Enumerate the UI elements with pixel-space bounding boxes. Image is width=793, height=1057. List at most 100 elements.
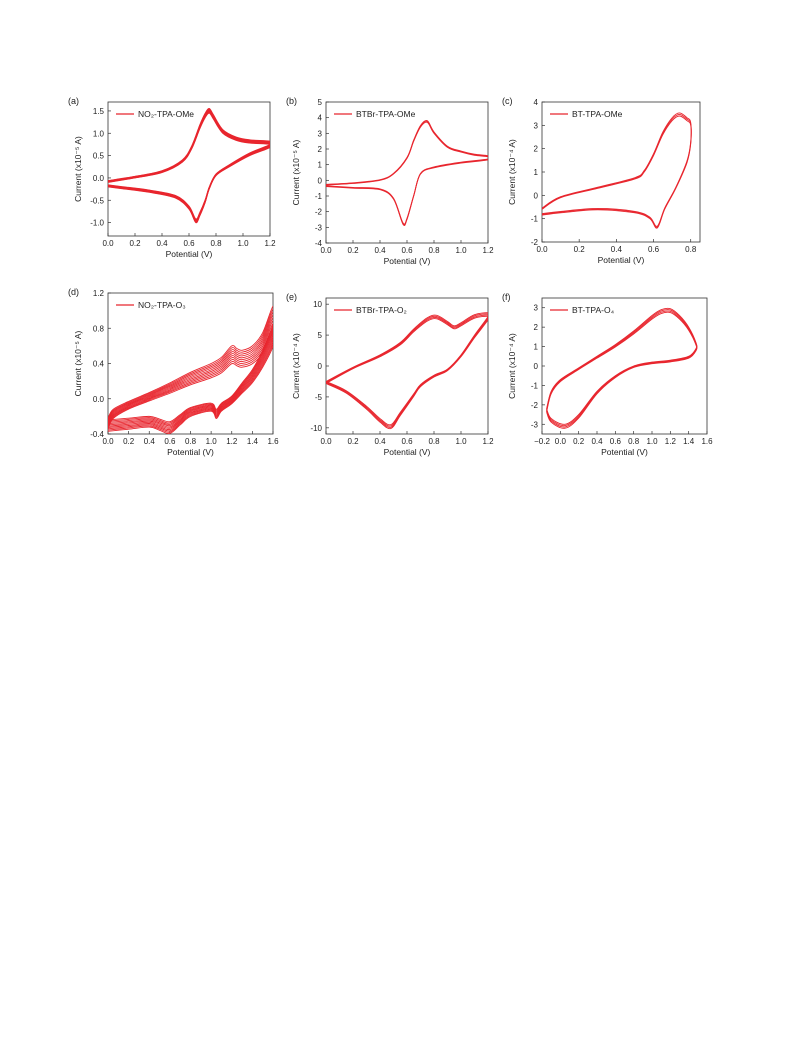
x-tick-label: 0.0 xyxy=(320,246,332,255)
plot-frame xyxy=(107,101,271,237)
chart-panel-c: 0.0 0.2 0.4 0.6 0.8 -2 -1 0 1 2 3 4 Potential (V) Cur… xyxy=(502,96,701,265)
y-tick-label: 1.2 xyxy=(93,289,105,298)
x-tick-label: 0.2 xyxy=(574,245,586,254)
x-tick-label: 0.6 xyxy=(401,246,413,255)
x-tick-label: 0.4 xyxy=(374,437,386,446)
cv-cycle-curve xyxy=(546,309,698,427)
y-tick-label: 2 xyxy=(534,323,539,332)
y-tick-label: 0.0 xyxy=(93,174,105,183)
y-tick-label: 1 xyxy=(534,343,539,352)
cv-cycle-curve xyxy=(108,110,270,222)
y-tick-label: -4 xyxy=(315,239,323,248)
y-axis-label: Current (x10⁻⁵ A) xyxy=(291,140,301,206)
plot-frame xyxy=(325,101,489,244)
legend-label: BT-TPA-OMe xyxy=(572,109,623,119)
y-tick-label: -3 xyxy=(315,223,323,232)
cv-cycle-curve xyxy=(326,313,488,427)
legend-label: BTBr-TPA-O₂ xyxy=(356,305,407,315)
y-tick-label: -1.0 xyxy=(90,219,104,228)
x-tick-label: 0.4 xyxy=(156,239,168,248)
series-group xyxy=(546,307,698,429)
y-tick-label: 0 xyxy=(318,176,323,185)
x-tick-label: 1.2 xyxy=(264,239,276,248)
y-tick-label: 3 xyxy=(534,121,539,130)
x-axis-label: Potential (V) xyxy=(167,447,214,457)
cv-cycle-curve xyxy=(108,308,273,424)
y-tick-label: -5 xyxy=(315,393,323,402)
x-tick-label: 0.0 xyxy=(102,437,114,446)
y-tick-label: 0.8 xyxy=(93,324,105,333)
y-tick-label: -2 xyxy=(531,238,539,247)
cv-cycle-curve xyxy=(108,323,273,431)
cv-cycle-curve xyxy=(108,305,273,423)
x-tick-label: 0.2 xyxy=(573,437,585,446)
y-axis-label: Current (x10⁻⁴ A) xyxy=(507,333,517,399)
x-tick-label: 1.0 xyxy=(455,246,467,255)
y-tick-label: 4 xyxy=(534,98,539,107)
y-tick-label: 2 xyxy=(534,145,539,154)
legend-label: BTBr-TPA-OMe xyxy=(356,109,416,119)
cv-cycle-curve xyxy=(546,310,698,428)
x-tick-label: 1.2 xyxy=(226,437,238,446)
cv-cycle-curve xyxy=(108,314,273,427)
x-tick-label: 0.8 xyxy=(628,437,640,446)
cv-cycle-curve xyxy=(326,314,488,428)
chart-panel-b: 0.0 0.2 0.4 0.6 0.8 1.0 1.2 -4 -3 -2 -1 0 1 2 3 4 5 Poten… xyxy=(286,96,494,266)
x-tick-label: 0.4 xyxy=(591,437,603,446)
y-tick-label: 4 xyxy=(318,114,323,123)
y-tick-label: -3 xyxy=(531,420,539,429)
y-tick-label: 0.5 xyxy=(93,152,105,161)
cv-cycle-curve xyxy=(108,110,270,222)
x-axis-label: Potential (V) xyxy=(598,255,645,265)
cv-cycle-curve xyxy=(108,331,273,434)
y-tick-label: 5 xyxy=(318,331,323,340)
x-tick-label: 0.8 xyxy=(428,246,440,255)
y-tick-label: 1.5 xyxy=(93,107,105,116)
panel-tag: (a) xyxy=(68,96,79,106)
x-tick-label: 0.4 xyxy=(611,245,623,254)
x-tick-label: 1.4 xyxy=(683,437,695,446)
chart-panel-e: 0.0 0.2 0.4 0.6 0.8 1.0 1.2 -10 -5 0 5 10 Potential … xyxy=(286,292,494,457)
y-tick-label: -2 xyxy=(315,208,323,217)
cv-cycle-curve xyxy=(108,325,273,432)
x-tick-label: 1.6 xyxy=(701,437,713,446)
cv-cycle-curve xyxy=(108,317,273,428)
x-tick-label: 1.0 xyxy=(455,437,467,446)
cv-cycle-curve xyxy=(326,120,488,226)
x-tick-label: 1.0 xyxy=(237,239,249,248)
cv-cycle-curve xyxy=(108,107,270,220)
cv-cycle-curve xyxy=(546,311,698,429)
cv-cycle-curve xyxy=(108,112,270,224)
y-axis-label: Current (x10⁻⁵ A) xyxy=(73,136,83,202)
x-tick-label: 0.0 xyxy=(320,437,332,446)
x-tick-label: −0.2 xyxy=(534,437,550,446)
chart-panel-d: 0.0 0.2 0.4 0.6 0.8 1.0 1.2 1.4 1.6-0.40.00.40.8… xyxy=(68,287,279,457)
x-tick-label: 1.2 xyxy=(482,246,494,255)
cv-cycle-curve xyxy=(108,112,270,223)
y-tick-label: 3 xyxy=(318,129,323,138)
x-axis-label: Potential (V) xyxy=(601,447,648,457)
series-group xyxy=(108,107,270,224)
y-tick-label: -1 xyxy=(531,215,539,224)
x-tick-label: 0.8 xyxy=(185,437,197,446)
cv-cycle-curve xyxy=(546,307,698,425)
x-tick-label: 0.2 xyxy=(347,246,359,255)
plot-frame xyxy=(541,101,701,243)
x-tick-label: 1.2 xyxy=(665,437,677,446)
x-tick-label: 1.0 xyxy=(206,437,218,446)
x-tick-label: 0.2 xyxy=(347,437,359,446)
cv-cycle-curve xyxy=(108,109,270,221)
x-tick-label: 0.2 xyxy=(123,437,135,446)
cv-cycle-curve xyxy=(108,108,270,220)
chart-panel-a: 0.0 0.2 0.4 0.6 0.8 1.0 1.2 -1.0 -0.5 0.0 0.5 1.0 1.… xyxy=(68,96,276,259)
panel-tag: (f) xyxy=(502,292,511,302)
y-tick-label: -2 xyxy=(531,401,539,410)
y-tick-label: 0 xyxy=(534,191,539,200)
series-group xyxy=(326,312,488,430)
x-axis-label: Potential (V) xyxy=(384,256,431,266)
x-tick-label: 0.4 xyxy=(374,246,386,255)
cv-cycle-curve xyxy=(326,312,488,426)
panel-tag: (c) xyxy=(502,96,513,106)
series-group xyxy=(542,112,692,229)
x-axis-label: Potential (V) xyxy=(166,249,213,259)
